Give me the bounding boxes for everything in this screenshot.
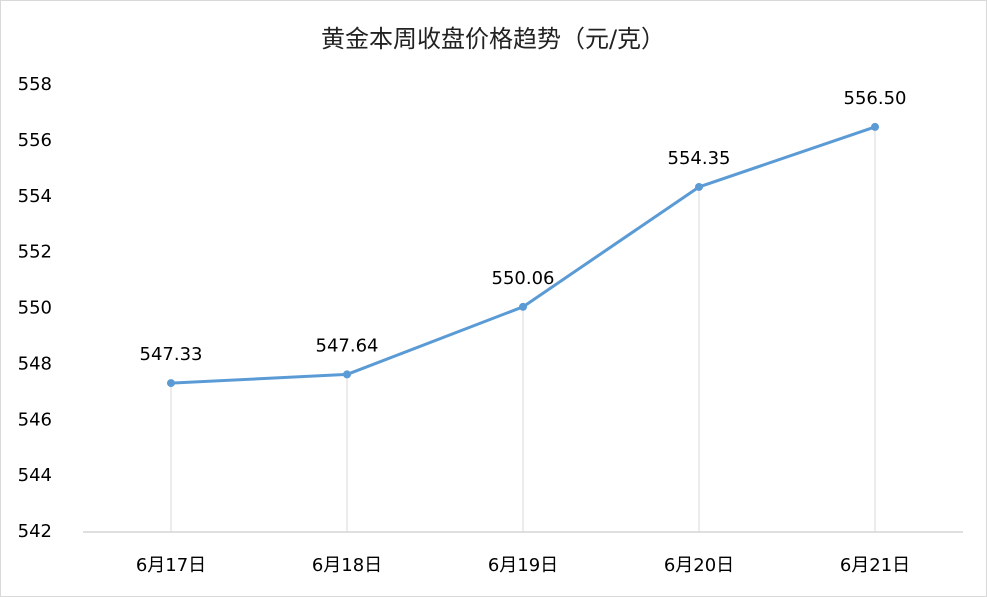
data-label: 547.64: [316, 335, 379, 356]
data-label: 554.35: [668, 148, 731, 169]
x-tick-label: 6月18日: [312, 555, 382, 576]
y-tick-label: 550: [18, 298, 52, 319]
y-tick-label: 548: [18, 353, 52, 374]
data-label: 550.06: [492, 268, 555, 289]
point: [519, 302, 527, 311]
point: [343, 370, 351, 379]
y-tick-label: 542: [18, 521, 52, 542]
x-tick-label: 6月17日: [136, 555, 206, 576]
x-tick-label: 6月19日: [488, 555, 558, 576]
y-tick-label: 552: [18, 242, 52, 263]
x-tick-label: 6月20日: [664, 555, 734, 576]
data-label: 547.33: [140, 344, 203, 365]
point: [695, 182, 703, 191]
chart-title: 黄金本周收盘价格趋势（元/克）: [321, 25, 665, 53]
data-label: 556.50: [844, 88, 907, 109]
y-tick-label: 544: [18, 465, 52, 486]
y-tick-label: 556: [18, 130, 52, 151]
x-tick-label: 6月21日: [840, 555, 910, 576]
y-tick-label: 558: [18, 74, 52, 95]
point: [167, 379, 175, 388]
y-tick-label: 554: [18, 186, 52, 207]
y-tick-label: 546: [18, 409, 52, 430]
point: [871, 122, 879, 131]
